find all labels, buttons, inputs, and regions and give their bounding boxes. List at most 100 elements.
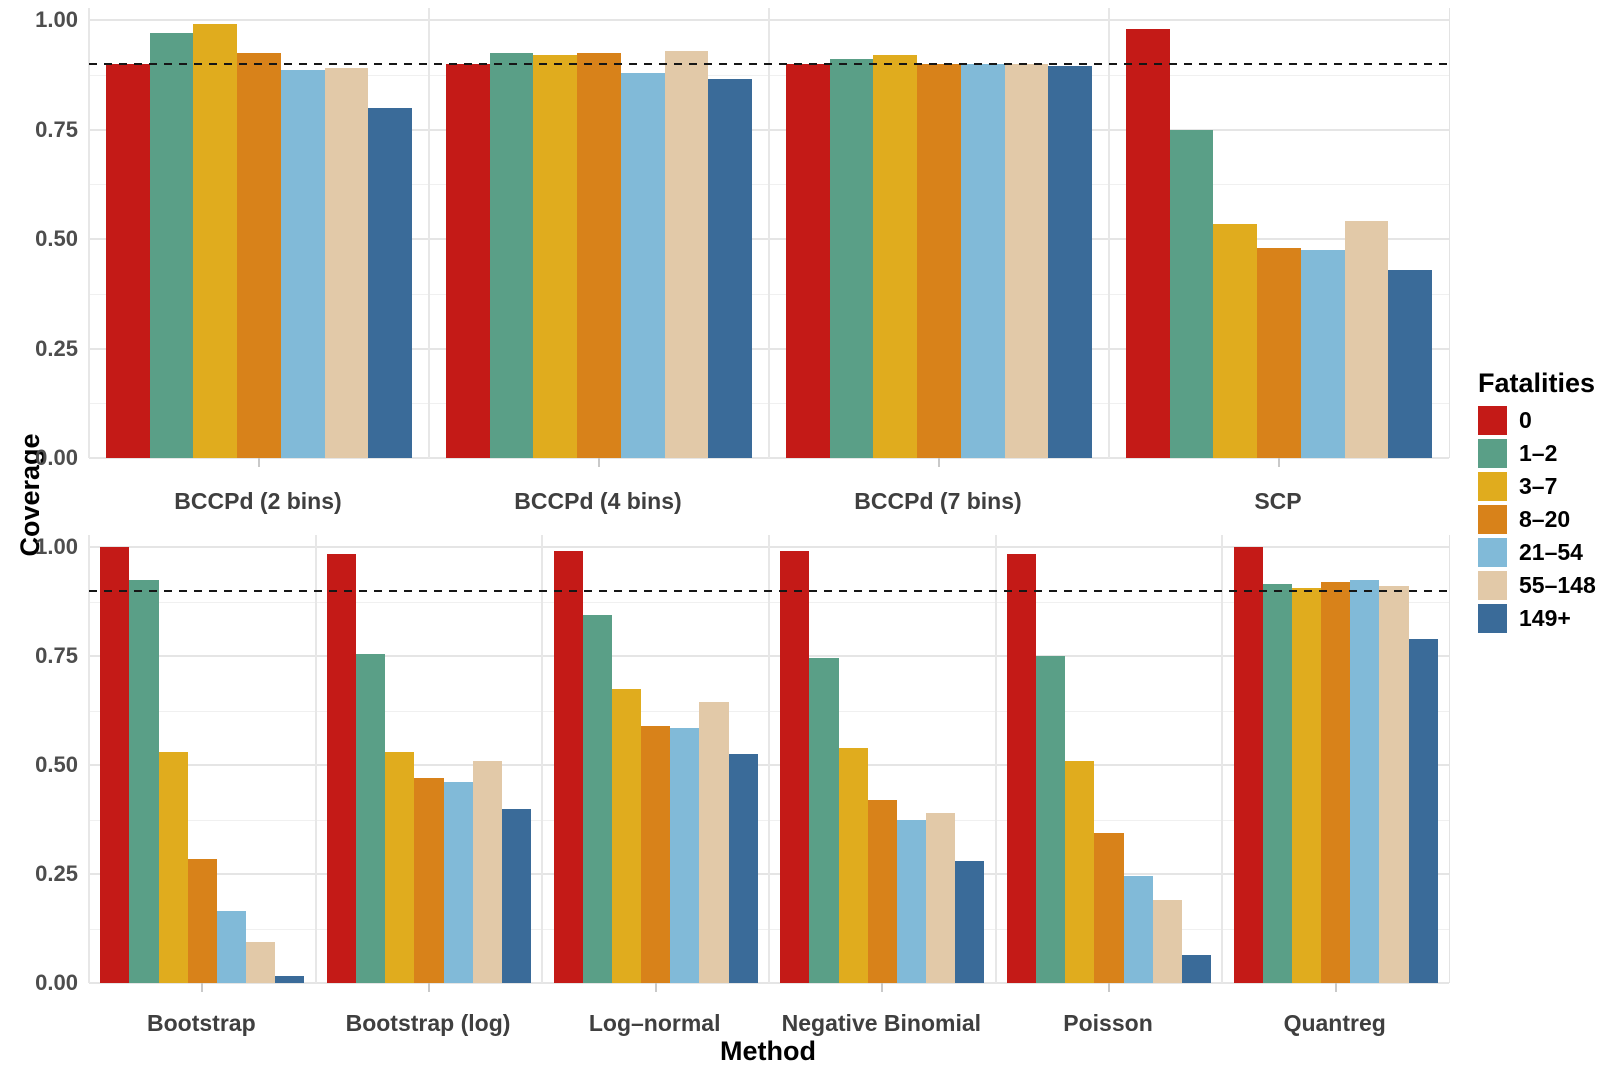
bar-3–7 xyxy=(611,688,642,983)
panel-row-1 xyxy=(88,8,1450,467)
legend-entry-149+: 149+ xyxy=(1478,604,1600,633)
bar-3–7 xyxy=(1065,760,1095,983)
x-axis-title: Method xyxy=(720,1036,816,1066)
x-tick xyxy=(258,458,260,467)
legend-label: 55–148 xyxy=(1519,572,1596,598)
bar-0 xyxy=(786,63,830,458)
bar-21–54 xyxy=(1300,249,1345,458)
bar-3–7 xyxy=(385,751,415,983)
category-label-Bootstrap (log): Bootstrap (log) xyxy=(345,1010,511,1036)
legend-label: 8–20 xyxy=(1519,506,1571,532)
bar-21–54 xyxy=(670,727,700,983)
bar-21–54 xyxy=(620,72,665,458)
bar-149+ xyxy=(955,860,985,983)
bar-8–20 xyxy=(237,52,281,458)
bar-group-Bootstrap (log) xyxy=(314,535,543,992)
bar-groups xyxy=(88,535,1449,992)
gridline-vertical xyxy=(1221,535,1224,983)
bars-BCCPd (2 bins) xyxy=(106,8,413,458)
bar-21–54 xyxy=(1123,876,1153,983)
bars-BCCPd (4 bins) xyxy=(446,8,753,458)
bar-0 xyxy=(446,63,490,458)
bar-55–148 xyxy=(472,760,502,983)
bar-8–20 xyxy=(1257,247,1301,458)
legend-swatch-21–54 xyxy=(1478,538,1507,567)
bar-55–148 xyxy=(246,941,276,983)
category-label-row-1: BCCPd (2 bins) BCCPd (4 bins) BCCPd (7 bin… xyxy=(88,486,1448,516)
x-tick xyxy=(881,983,884,992)
category-label-Bootstrap: Bootstrap xyxy=(147,1010,256,1036)
legend-swatch-8–20 xyxy=(1478,505,1507,534)
bar-8–20 xyxy=(414,778,444,983)
bar-55–148 xyxy=(1152,900,1182,983)
y-tick-label: 0.25 xyxy=(35,335,78,361)
bar-0 xyxy=(106,63,150,458)
panel-row-2 xyxy=(88,535,1450,992)
bar-8–20 xyxy=(641,725,671,983)
bar-0 xyxy=(1007,553,1037,983)
bar-0 xyxy=(1233,547,1263,983)
bar-149+ xyxy=(708,79,753,458)
bars-Negative Binomial xyxy=(780,535,985,983)
bar-149+ xyxy=(1408,638,1438,983)
y-tick-label: 1.00 xyxy=(35,534,78,559)
bar-0 xyxy=(1126,28,1170,458)
bar-149+ xyxy=(1388,269,1433,458)
category-label-BCCPd (7 bins): BCCPd (7 bins) xyxy=(854,488,1022,514)
y-tick-label: 0.50 xyxy=(35,226,78,251)
legend-title: Fatalities xyxy=(1478,368,1596,398)
x-tick xyxy=(428,983,430,992)
y-tick-label: 0.00 xyxy=(35,445,78,470)
bar-149+ xyxy=(1181,954,1211,983)
bar-group-BCCPd (4 bins) xyxy=(428,8,769,467)
bar-3–7 xyxy=(158,751,188,983)
bar-8–20 xyxy=(1321,581,1351,983)
category-label-SCP: SCP xyxy=(1254,488,1302,514)
bar-3–7 xyxy=(838,747,868,983)
legend-entry-21–54: 21–54 xyxy=(1478,538,1600,567)
bar-group-Log–normal xyxy=(541,535,769,992)
gridline-vertical xyxy=(314,535,317,983)
y-tick-label: 0.75 xyxy=(35,116,78,142)
gridline-vertical xyxy=(1108,8,1110,458)
bar-21–54 xyxy=(1350,579,1380,983)
bar-21–54 xyxy=(443,782,473,983)
category-label-BCCPd (4 bins): BCCPd (4 bins) xyxy=(514,488,682,514)
reference-line-0.9 xyxy=(89,62,1449,66)
bar-1–2 xyxy=(489,52,534,458)
y-tick-label: 0.75 xyxy=(35,643,78,668)
bar-1–2 xyxy=(149,33,194,458)
x-tick xyxy=(938,458,940,467)
legend: Fatalities 0 1–2 3–7 8–20 21–54 55–148 149+ xyxy=(1478,368,1600,637)
bar-1–2 xyxy=(582,614,612,983)
y-tick-label: 0.50 xyxy=(35,752,78,777)
legend-entry-3–7: 3–7 xyxy=(1478,472,1600,501)
bar-149+ xyxy=(1048,66,1093,458)
legend-swatch-1–2 xyxy=(1478,439,1507,468)
legend-label: 21–54 xyxy=(1519,539,1583,565)
category-label-Log–normal: Log–normal xyxy=(588,1010,721,1036)
bar-1–2 xyxy=(829,59,874,458)
bar-0 xyxy=(553,551,583,983)
x-tick xyxy=(1334,983,1337,992)
bar-8–20 xyxy=(867,799,897,983)
bar-3–7 xyxy=(193,24,238,458)
bar-1–2 xyxy=(809,658,839,983)
legend-entry-8–20: 8–20 xyxy=(1478,505,1600,534)
bar-55–148 xyxy=(1344,221,1389,458)
legend-label: 1–2 xyxy=(1519,440,1558,466)
bar-3–7 xyxy=(1291,588,1322,983)
bar-8–20 xyxy=(917,63,961,458)
x-tick xyxy=(1278,458,1280,467)
bar-3–7 xyxy=(873,55,918,458)
gridline-vertical xyxy=(541,535,544,983)
bar-8–20 xyxy=(1094,832,1124,983)
gridline-vertical xyxy=(88,8,90,458)
y-tick-label: 1.00 xyxy=(35,7,78,32)
bar-149+ xyxy=(728,754,758,983)
category-label-row-2: Bootstrap Bootstrap (log) Log–normal Negati… xyxy=(88,1008,1448,1038)
legend-entry-1–2: 1–2 xyxy=(1478,439,1600,468)
reference-line-0.9 xyxy=(89,589,1449,593)
bars-Log–normal xyxy=(553,535,758,983)
